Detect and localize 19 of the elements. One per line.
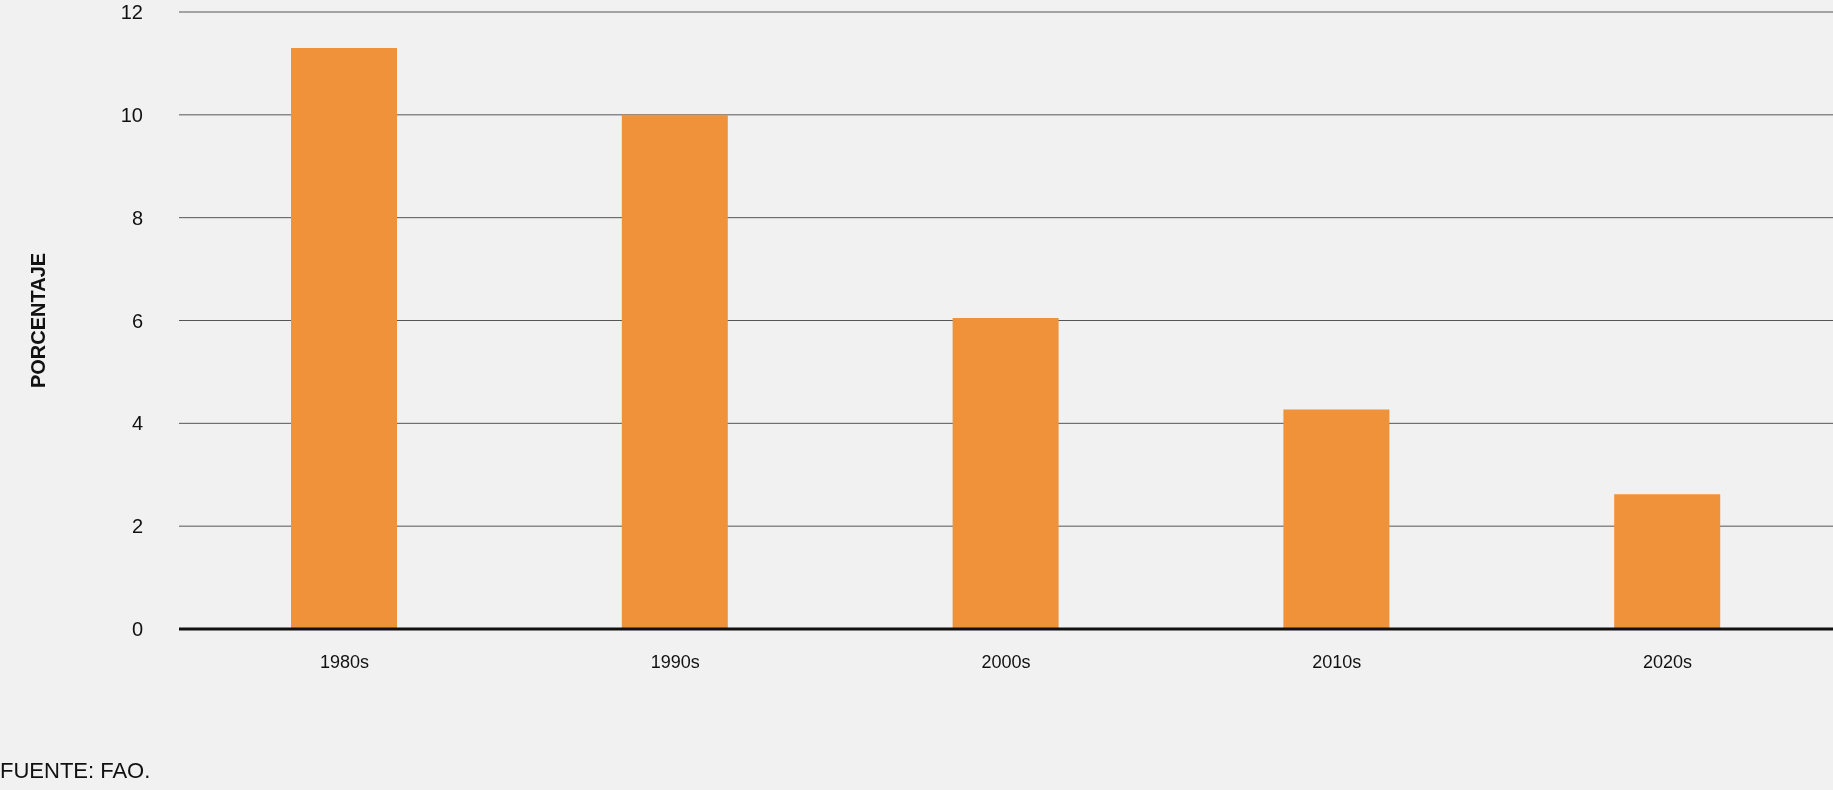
bar (291, 47, 397, 629)
y-tick-label: 12 (120, 1, 143, 24)
x-tick-label: 2010s (1312, 651, 1362, 672)
bar (1283, 409, 1390, 629)
y-tick-label: 4 (131, 412, 143, 435)
x-tick-label: 2020s (1643, 651, 1693, 672)
y-tick-label: 6 (131, 309, 143, 332)
bar (952, 317, 1059, 629)
x-tick-label: 1990s (650, 651, 700, 672)
y-tick-label: 8 (131, 206, 143, 229)
y-tick-label: 2 (131, 515, 143, 538)
x-tick-label: 2000s (981, 651, 1031, 672)
y-axis-title: PORCENTAJE (27, 252, 50, 389)
y-tick-label: 10 (120, 103, 143, 126)
y-tick-label: 0 (131, 618, 143, 641)
source-note: FUENTE: FAO. (0, 758, 151, 784)
x-tick-label: 1980s (319, 651, 369, 672)
bar (621, 114, 728, 629)
bar (1614, 494, 1721, 629)
